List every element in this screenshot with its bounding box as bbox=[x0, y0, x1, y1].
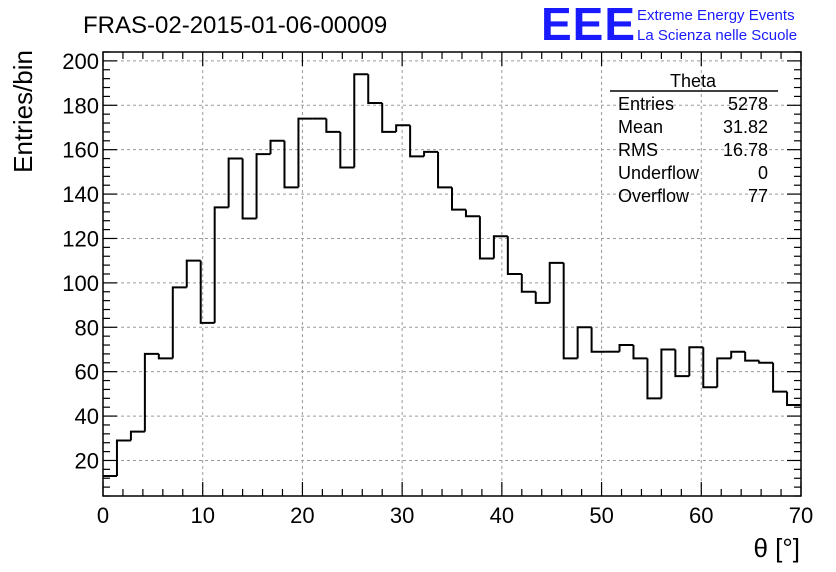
histogram-bin bbox=[115, 439, 131, 477]
histogram-bin bbox=[772, 362, 788, 393]
histogram-bin bbox=[730, 350, 746, 359]
chart-title: FRAS-02-2015-01-06-00009 bbox=[83, 12, 387, 39]
histogram-bin bbox=[395, 124, 411, 132]
histogram-bin bbox=[478, 216, 494, 260]
stats-value: 77 bbox=[748, 186, 768, 206]
y-tick-label: 180 bbox=[62, 93, 99, 118]
x-axis-label: θ [°] bbox=[753, 533, 800, 563]
histogram-bin bbox=[325, 118, 341, 133]
histogram-bin bbox=[786, 391, 801, 406]
y-tick-label: 80 bbox=[75, 315, 99, 340]
y-tick-label: 140 bbox=[62, 182, 99, 207]
stats-label: Entries bbox=[618, 94, 674, 114]
stats-value: 5278 bbox=[728, 94, 768, 114]
stats-title: Theta bbox=[670, 71, 717, 91]
histogram-bin bbox=[492, 235, 508, 259]
stats-box: Theta Entries 5278 Mean 31.82 RMS 16.78 Underf… bbox=[610, 71, 778, 206]
x-tick-label: 0 bbox=[97, 503, 109, 528]
histogram-bin bbox=[339, 131, 355, 169]
grid-lines bbox=[103, 52, 801, 496]
histogram-bin bbox=[716, 357, 732, 388]
histogram-bin bbox=[534, 291, 550, 304]
histogram-bin bbox=[129, 430, 145, 441]
histogram-bin bbox=[674, 349, 690, 378]
histogram-bin bbox=[255, 153, 271, 219]
x-tick-label: 10 bbox=[190, 503, 214, 528]
eee-branding: EEE Extreme Energy Events La Scienza nel… bbox=[541, 0, 797, 50]
x-tick-label: 20 bbox=[290, 503, 314, 528]
histogram-bin bbox=[227, 157, 243, 208]
y-tick-label: 20 bbox=[75, 448, 99, 473]
stats-value: 16.78 bbox=[723, 140, 768, 160]
histogram-bin bbox=[451, 187, 466, 211]
y-axis: 20 40 60 80 100 120 140 160 180 200 bbox=[62, 49, 801, 497]
histogram-bin bbox=[297, 117, 313, 188]
histogram-bin bbox=[367, 74, 383, 105]
histogram-bin bbox=[269, 139, 285, 155]
y-tick-label: 160 bbox=[62, 138, 99, 163]
eee-logo: EEE bbox=[541, 0, 636, 50]
histogram-bin bbox=[702, 347, 718, 389]
histogram-bin bbox=[548, 261, 564, 303]
histogram-bin bbox=[590, 327, 606, 353]
histogram-bin bbox=[241, 158, 257, 220]
histogram-bin bbox=[199, 260, 215, 324]
histogram-bin bbox=[632, 345, 648, 360]
histogram-bin bbox=[171, 286, 187, 359]
histogram-bin bbox=[353, 73, 369, 168]
histogram-bin bbox=[646, 358, 662, 400]
plot-frame bbox=[102, 51, 802, 497]
histogram-bin bbox=[520, 274, 536, 293]
histogram-bin bbox=[688, 346, 704, 377]
histogram-bin bbox=[157, 353, 173, 360]
histogram-bin bbox=[758, 360, 774, 364]
y-tick-label: 60 bbox=[75, 360, 99, 385]
x-tick-label: 70 bbox=[789, 503, 813, 528]
histogram-bin bbox=[143, 352, 159, 432]
histogram-bin bbox=[744, 351, 760, 362]
histogram-bin bbox=[618, 344, 634, 352]
histogram-bin bbox=[660, 348, 676, 399]
y-tick-label: 100 bbox=[62, 271, 99, 296]
x-axis: 0 10 20 30 40 50 60 70 bbox=[97, 52, 813, 528]
y-tick-label: 120 bbox=[62, 226, 99, 251]
x-tick-label: 30 bbox=[390, 503, 414, 528]
histogram-bin bbox=[213, 206, 229, 323]
eee-subtitle-2: La Scienza nelle Scuole bbox=[637, 27, 797, 44]
stats-value: 31.82 bbox=[723, 117, 768, 137]
histogram-bin bbox=[409, 125, 425, 158]
stats-label: Overflow bbox=[618, 186, 690, 206]
histogram-series bbox=[103, 73, 801, 478]
y-tick-label: 200 bbox=[62, 49, 99, 74]
y-axis-label: Entries/bin bbox=[8, 50, 38, 173]
stats-label: RMS bbox=[618, 140, 658, 160]
x-tick-label: 60 bbox=[689, 503, 713, 528]
histogram-bin bbox=[381, 103, 397, 133]
x-tick-label: 40 bbox=[490, 503, 514, 528]
x-tick-label: 50 bbox=[589, 503, 613, 528]
histogram-bin bbox=[283, 140, 299, 189]
histogram-bin bbox=[437, 151, 452, 189]
histogram-bin bbox=[506, 236, 522, 275]
stats-value: 0 bbox=[758, 163, 768, 183]
histogram-bin bbox=[562, 262, 578, 360]
histogram-bin bbox=[464, 209, 480, 218]
histogram-bin bbox=[423, 150, 439, 157]
stats-label: Mean bbox=[618, 117, 663, 137]
y-tick-label: 40 bbox=[75, 404, 99, 429]
eee-subtitle-1: Extreme Energy Events bbox=[637, 7, 795, 24]
stats-label: Underflow bbox=[618, 163, 700, 183]
histogram-bin bbox=[576, 326, 592, 359]
histogram-bin bbox=[185, 259, 201, 288]
plot-border bbox=[102, 51, 802, 497]
